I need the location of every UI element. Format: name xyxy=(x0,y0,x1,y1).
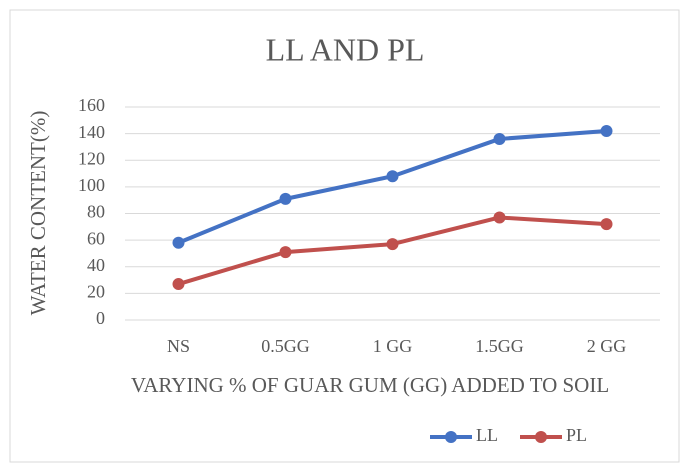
y-tick-label: 80 xyxy=(87,202,105,222)
data-point xyxy=(386,170,399,183)
y-tick-label: 100 xyxy=(78,175,105,195)
data-point xyxy=(386,238,399,251)
x-tick-label: NS xyxy=(167,336,190,356)
y-tick-label: 60 xyxy=(87,228,105,248)
x-axis-label: VARYING % OF GUAR GUM (GG) ADDED TO SOIL xyxy=(130,373,610,397)
y-tick-label: 140 xyxy=(78,122,105,142)
y-tick-label: 20 xyxy=(87,282,105,302)
data-point xyxy=(279,246,292,259)
y-tick-label: 40 xyxy=(87,255,105,275)
data-point xyxy=(600,218,613,231)
legend-marker xyxy=(535,431,547,443)
data-point xyxy=(493,211,506,224)
data-point xyxy=(493,132,506,145)
data-point xyxy=(172,278,185,291)
x-tick-label: 1.5GG xyxy=(475,336,524,356)
data-point xyxy=(172,236,185,249)
y-tick-label: 120 xyxy=(78,148,105,168)
x-tick-label: 0.5GG xyxy=(261,336,310,356)
legend-label: LL xyxy=(476,425,498,445)
chart-title: LL AND PL xyxy=(266,31,425,67)
legend-marker xyxy=(445,431,457,443)
data-point xyxy=(600,124,613,137)
y-tick-label: 160 xyxy=(78,95,105,115)
x-tick-label: 1 GG xyxy=(373,336,413,356)
y-tick-label: 0 xyxy=(96,308,105,328)
data-point xyxy=(279,192,292,205)
x-tick-label: 2 GG xyxy=(587,336,627,356)
legend-label: PL xyxy=(566,425,587,445)
y-axis-label: WATER CONTENT(%) xyxy=(26,111,50,316)
chart-border xyxy=(9,9,680,463)
